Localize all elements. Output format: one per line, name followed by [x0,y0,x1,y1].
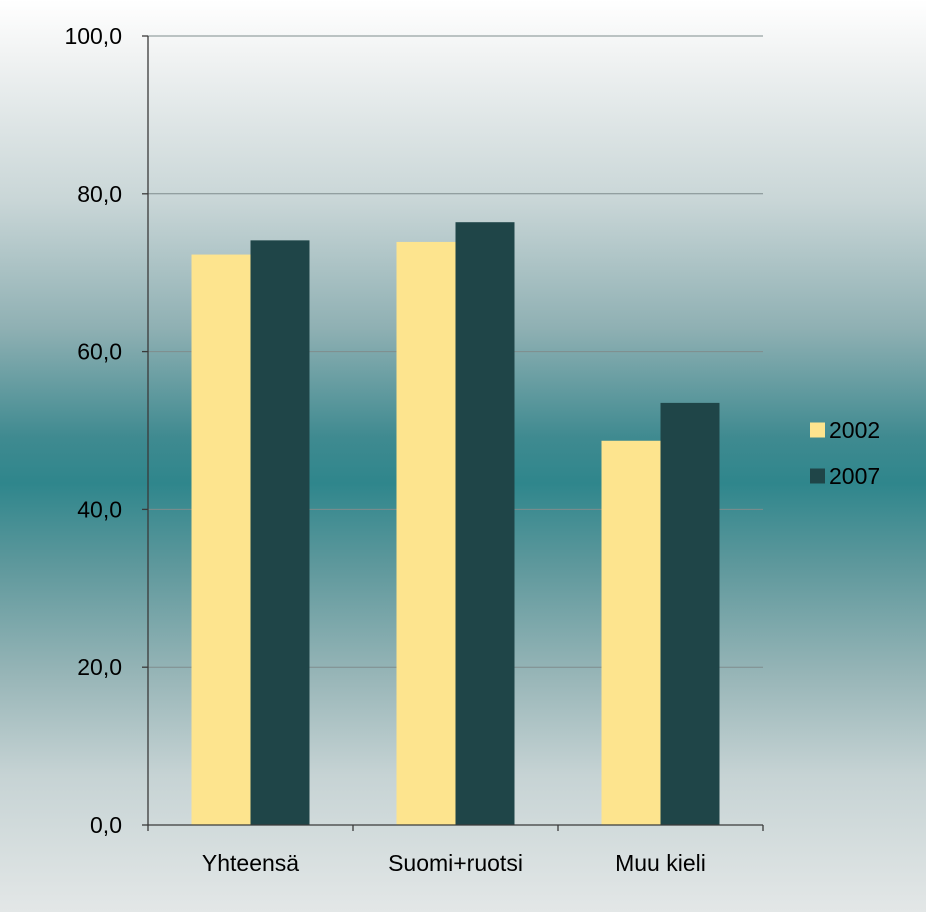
y-tick-label: 60,0 [77,339,122,365]
y-tick-label: 80,0 [77,181,122,207]
y-tick-label: 100,0 [64,23,122,49]
bar-2007 [455,222,515,826]
y-tick-label: 0,0 [90,812,122,838]
legend-label-2002: 2002 [829,417,880,443]
bar-2002 [191,254,251,826]
bar-2007 [250,240,310,825]
legend-swatch-2002 [810,422,825,438]
y-tick-label: 20,0 [77,654,122,680]
x-category-label: Yhteensä [202,850,299,876]
bar-2007 [660,402,720,825]
legend-swatch-2007 [810,468,825,484]
bar-2002 [396,241,456,825]
legend-label-2007: 2007 [829,463,880,489]
x-category-label: Muu kieli [615,850,706,876]
x-category-label: Suomi+ruotsi [388,850,523,876]
bar-2002 [601,440,661,825]
y-tick-label: 40,0 [77,496,122,522]
